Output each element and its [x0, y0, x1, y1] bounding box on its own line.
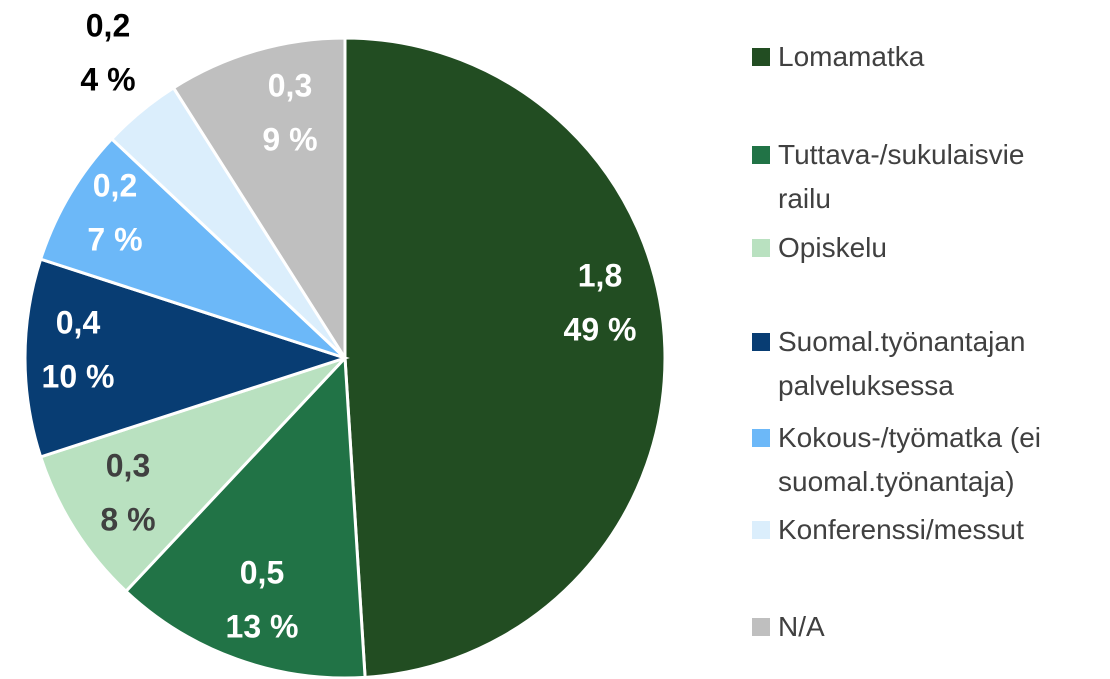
legend-item: Suomal.työnantajan palveluksessa — [752, 320, 1082, 408]
legend-swatch — [752, 146, 770, 164]
percentage-label: 7 % — [87, 221, 142, 257]
value-label: 0,3 — [106, 447, 150, 483]
legend-label: Suomal.työnantajan palveluksessa — [778, 326, 1026, 401]
legend-label: Konferenssi/messut — [778, 514, 1024, 545]
legend-item: Konferenssi/messut — [752, 508, 1082, 552]
pie-slice — [38, 356, 347, 594]
percentage-label: 10 % — [42, 358, 115, 394]
legend-item: Lomamatka — [752, 35, 1082, 79]
percentage-label: 4 % — [80, 61, 135, 97]
pie-slice — [171, 36, 347, 364]
legend-label: Opiskelu — [778, 232, 887, 263]
pie-slice — [343, 36, 667, 679]
value-label: 0,2 — [86, 7, 130, 43]
chart: 1,8 49 % 0,5 13 % 0,3 8 % 0,4 10 % 0,2 7 % 0,2 4 % 0… — [23, 7, 667, 679]
percentage-label: 49 % — [564, 311, 637, 347]
value-label: 1,8 — [578, 257, 622, 293]
legend-swatch — [752, 333, 770, 351]
value-label: 0,2 — [93, 167, 137, 203]
percentage-label: 8 % — [100, 501, 155, 537]
legend-swatch — [752, 521, 770, 539]
legend-item: Tuttava-/sukulaisvierailu — [752, 133, 1082, 221]
pie-slice — [123, 354, 367, 679]
legend-swatch — [752, 429, 770, 447]
percentage-label: 13 % — [226, 608, 299, 644]
percentage-label: 9 % — [262, 121, 317, 157]
legend-item: N/A — [752, 605, 1082, 649]
value-label: 0,5 — [240, 554, 284, 590]
pie-slice — [38, 136, 347, 360]
legend-label: Tuttava-/sukulaisvierailu — [778, 139, 1025, 214]
pie-slice — [23, 257, 350, 459]
legend-swatch — [752, 48, 770, 66]
legend-item: Kokous-/työmatka (ei suomal.työnantaja) — [752, 416, 1082, 504]
legend-label: N/A — [778, 611, 825, 642]
value-label: 0,3 — [268, 67, 312, 103]
value-label: 0,4 — [56, 304, 101, 340]
legend-swatch — [752, 239, 770, 257]
legend-swatch — [752, 618, 770, 636]
legend-label: Lomamatka — [778, 41, 925, 72]
legend-label: Kokous-/työmatka (ei suomal.työnantaja) — [778, 422, 1041, 497]
legend-item: Opiskelu — [752, 226, 1082, 270]
